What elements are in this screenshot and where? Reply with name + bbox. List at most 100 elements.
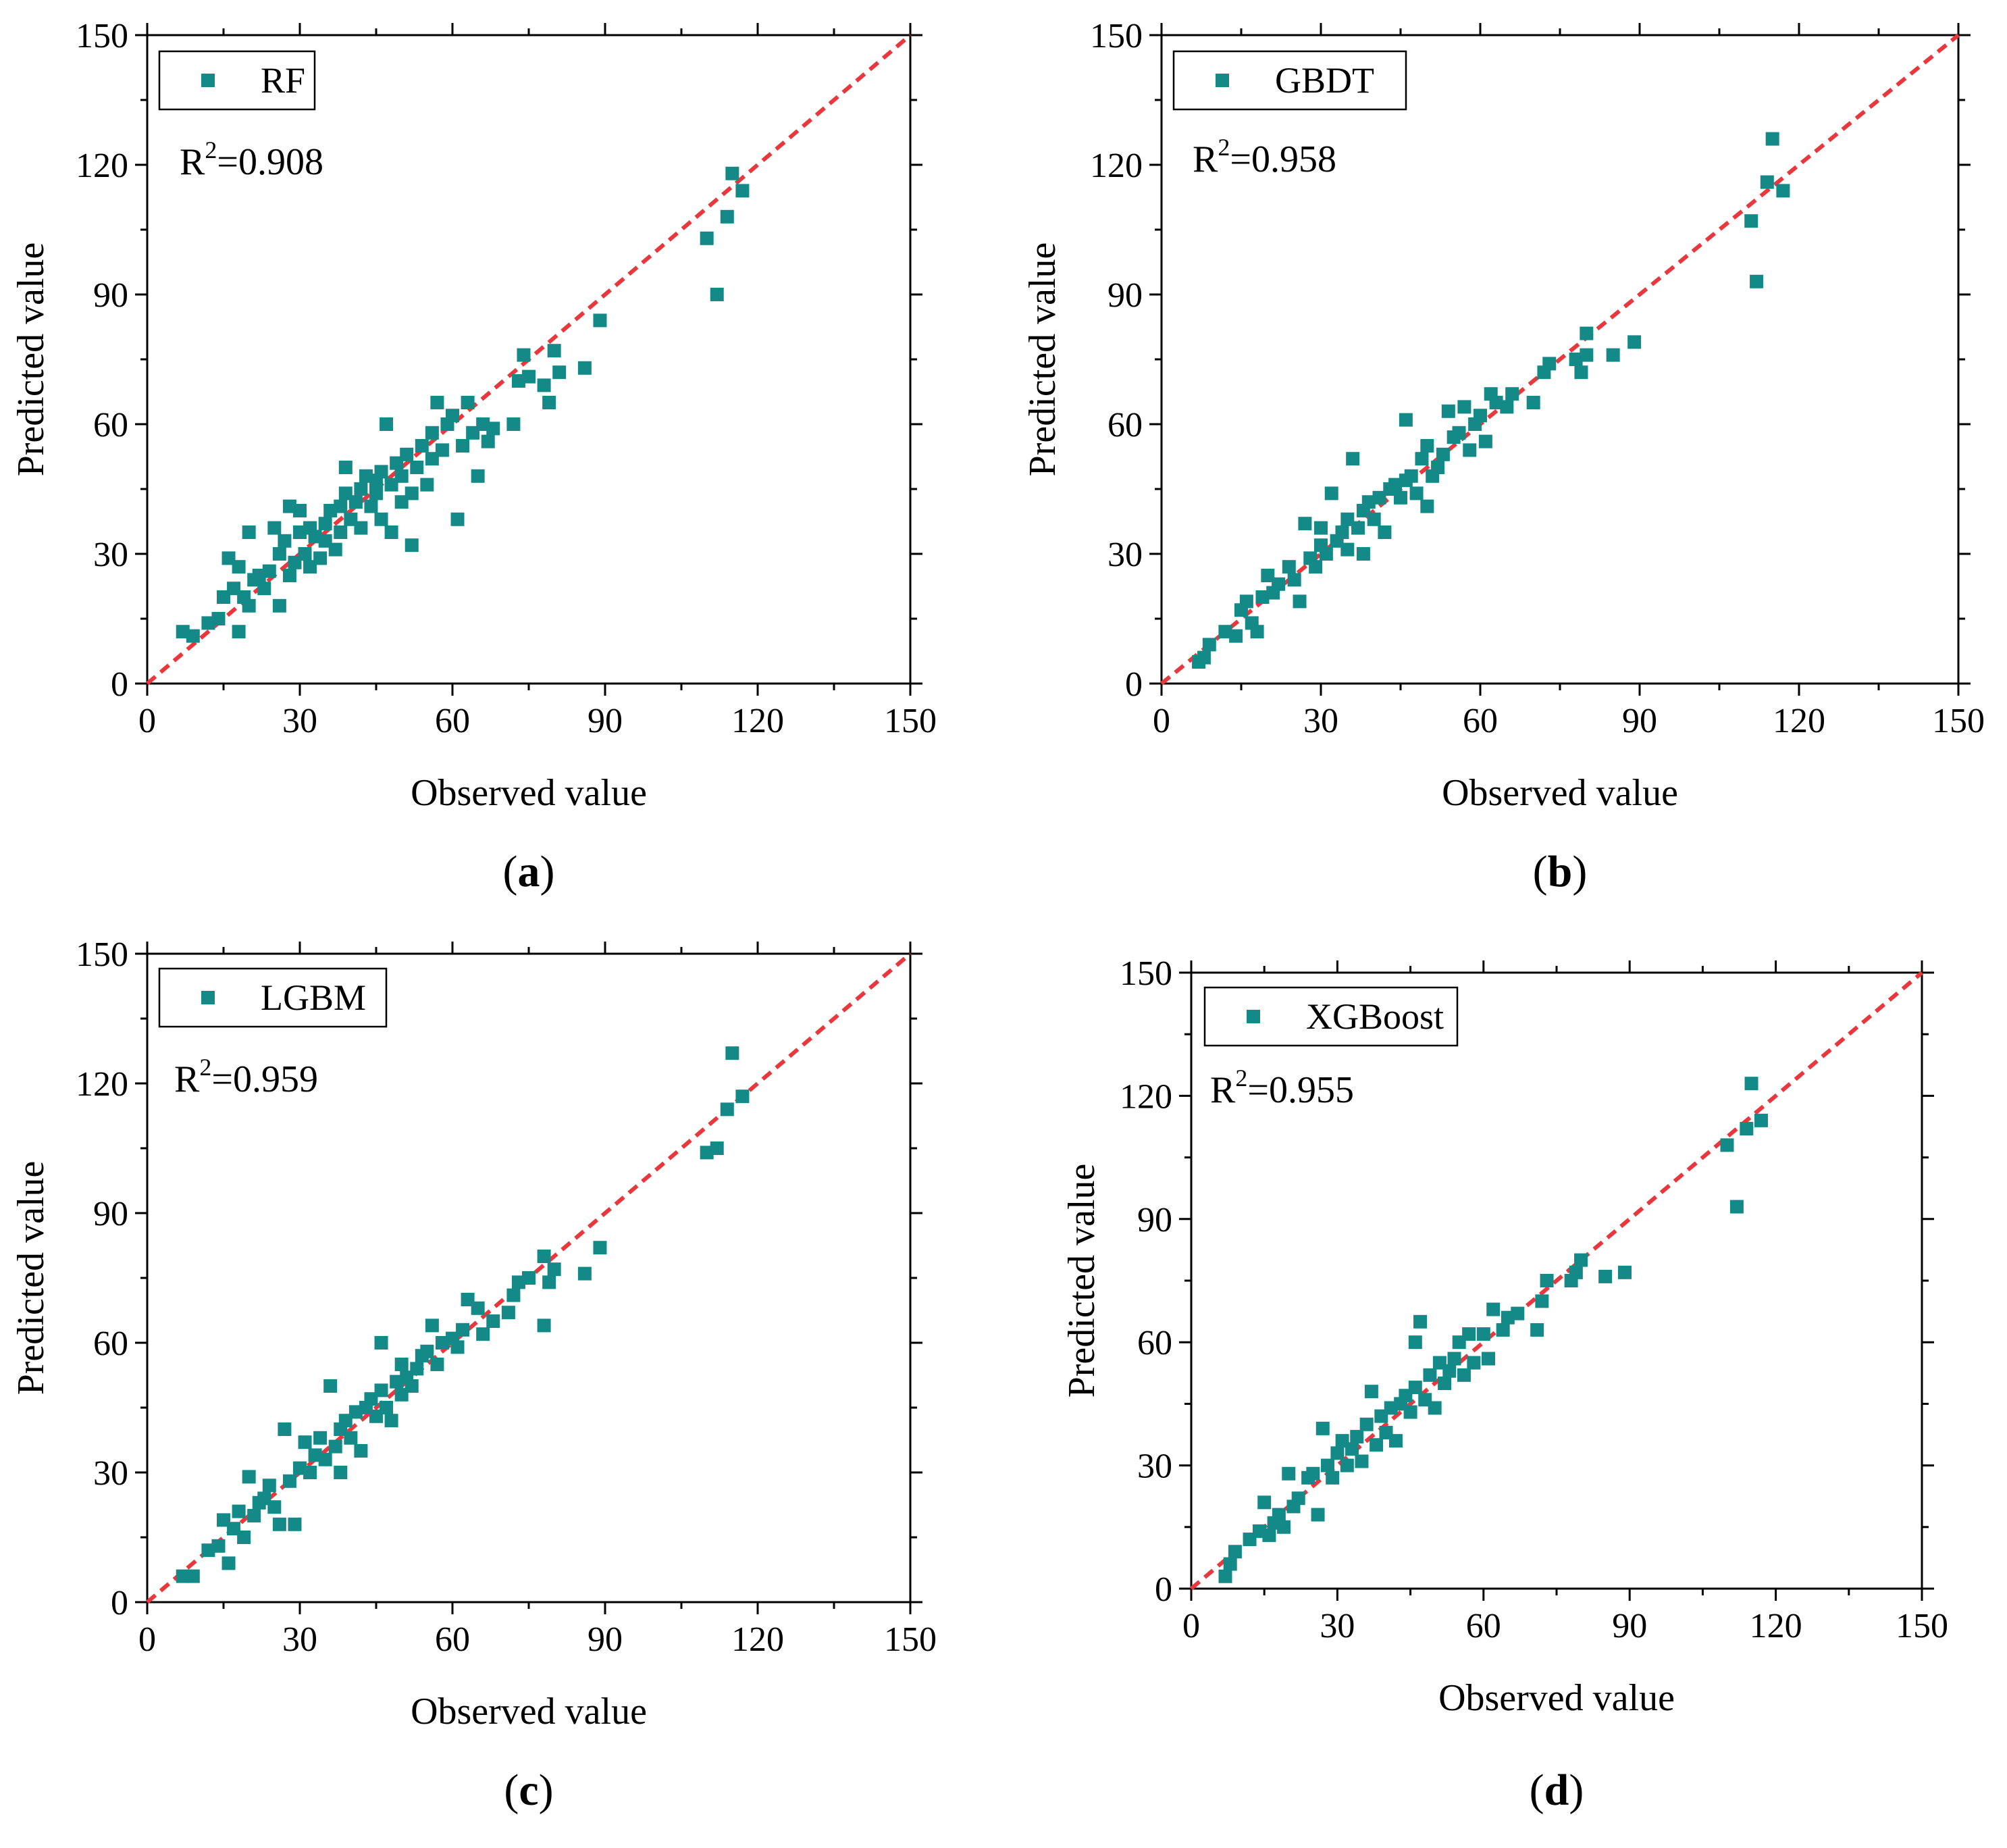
data-point: [344, 512, 358, 526]
data-point: [1309, 560, 1323, 574]
data-point: [1442, 1364, 1457, 1378]
data-point: [221, 551, 236, 565]
data-point: [456, 1323, 470, 1337]
data-point: [725, 1046, 739, 1060]
data-point: [1408, 1335, 1422, 1350]
data-point: [242, 598, 256, 613]
data-point: [430, 396, 444, 409]
r2-annotation: R2=0.959: [174, 1054, 318, 1100]
data-point: [425, 452, 439, 466]
x-tick-label: 120: [731, 1620, 784, 1659]
data-point: [1457, 1368, 1471, 1382]
data-point: [435, 443, 449, 457]
data-point: [1229, 629, 1243, 643]
data-point: [1223, 1557, 1237, 1571]
data-point: [577, 1266, 592, 1281]
data-point: [1467, 1356, 1481, 1370]
data-point: [577, 361, 592, 375]
data-point: [481, 434, 495, 448]
reference-line: [1160, 33, 1960, 686]
data-point: [425, 1318, 439, 1333]
data-point: [1489, 396, 1503, 409]
x-tick-label: 150: [884, 702, 937, 740]
data-point: [348, 495, 363, 509]
data-point: [384, 525, 398, 539]
data-point: [1476, 1327, 1490, 1341]
data-point: [1306, 1466, 1320, 1481]
x-tick-label: 30: [1320, 1607, 1355, 1645]
data-point: [720, 209, 734, 224]
data-point: [450, 1340, 465, 1354]
data-point: [1359, 1417, 1374, 1431]
data-point: [328, 542, 342, 557]
data-point: [405, 1379, 419, 1393]
data-point: [466, 426, 480, 440]
data-point: [354, 1444, 368, 1458]
data-point: [476, 417, 490, 431]
data-point: [552, 365, 567, 380]
data-point: [242, 525, 256, 539]
data-point: [511, 1275, 525, 1289]
data-point: [593, 1241, 607, 1255]
legend-label: GBDT: [1275, 60, 1374, 101]
scatter-panel-a: 0 30 60 90 120 150 0 30 60 90 120 150 Observed value…: [10, 17, 937, 896]
data-point: [1330, 1446, 1345, 1460]
data-point: [1744, 214, 1758, 228]
data-point: [1324, 486, 1338, 500]
data-point: [537, 1250, 551, 1263]
data-point: [1378, 525, 1392, 539]
data-point: [471, 1301, 485, 1315]
data-point: [1511, 1306, 1525, 1320]
data-point: [1370, 1438, 1384, 1452]
data-point: [1228, 1545, 1242, 1559]
y-axis-label: Predicted value: [1061, 1164, 1103, 1398]
data-point: [471, 469, 485, 483]
data-point: [282, 569, 296, 582]
data-point: [1394, 490, 1407, 505]
data-point: [257, 1491, 271, 1506]
y-axis-label: Predicted value: [10, 242, 52, 477]
data-point: [1262, 1528, 1276, 1542]
x-axis-label: Observed value: [1442, 772, 1678, 814]
y-axis-label: Predicted value: [10, 1161, 52, 1395]
data-point: [1272, 577, 1286, 591]
y-tick-label: 60: [93, 1325, 128, 1363]
r2-annotation: R2=0.955: [1210, 1064, 1354, 1111]
y-tick-label: 60: [93, 406, 128, 444]
data-point: [318, 534, 332, 548]
data-point: [257, 582, 271, 596]
x-tick-label: 150: [1896, 1607, 1948, 1645]
data-point: [1257, 1495, 1272, 1510]
data-point: [1272, 1508, 1286, 1522]
data-point: [328, 1439, 342, 1454]
data-point: [1431, 461, 1445, 474]
data-point: [1340, 542, 1355, 557]
data-point: [1542, 357, 1557, 371]
data-point: [1496, 1323, 1510, 1337]
data-point: [298, 547, 312, 561]
data-point: [1760, 175, 1774, 189]
x-tick-label: 90: [1622, 702, 1657, 740]
data-point: [1574, 1253, 1588, 1267]
data-point: [1320, 1458, 1334, 1472]
data-point: [359, 469, 373, 483]
data-point: [501, 1306, 515, 1320]
data-point: [700, 1146, 714, 1160]
data-point: [323, 504, 338, 517]
data-point: [201, 1543, 215, 1558]
data-point: [506, 417, 521, 431]
data-point: [1580, 348, 1594, 362]
data-point: [303, 560, 317, 574]
x-tick-label: 60: [1463, 702, 1498, 740]
data-point: [522, 1271, 536, 1285]
data-point: [293, 504, 307, 517]
data-point: [1319, 547, 1333, 561]
data-point: [720, 1102, 734, 1116]
data-point: [420, 478, 434, 492]
data-point: [1776, 184, 1790, 198]
data-point: [537, 1318, 551, 1333]
data-point: [1218, 625, 1232, 639]
r2-annotation: R2=0.908: [180, 136, 323, 183]
data-point: [313, 551, 328, 565]
